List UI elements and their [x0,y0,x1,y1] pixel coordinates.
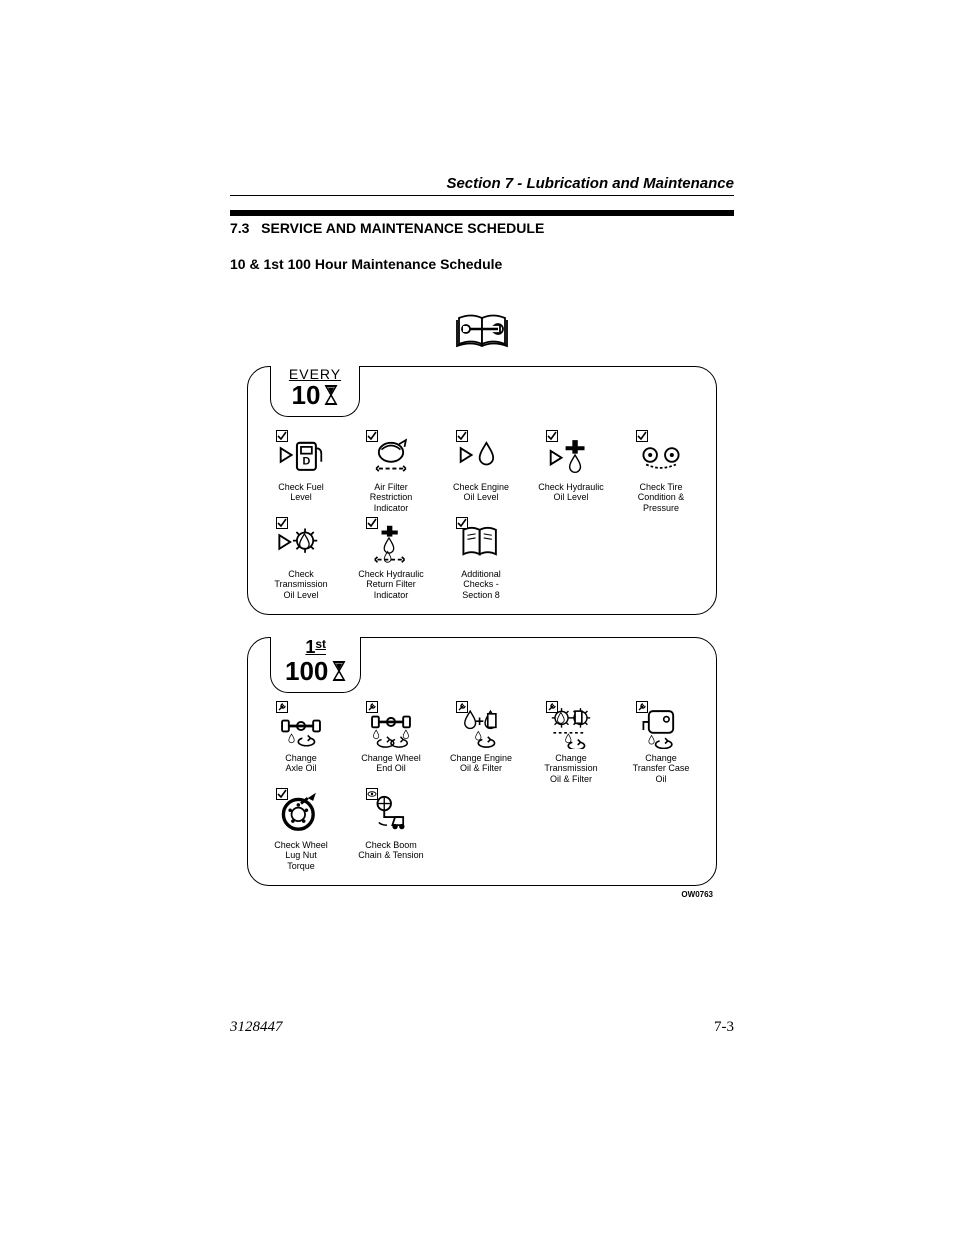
maintenance-item: CheckTransmissionOil Level [256,519,346,600]
wrench-marker-icon [366,701,378,713]
item-label: Change WheelEnd Oil [346,753,436,774]
maintenance-item: Check TireCondition &Pressure [616,432,706,513]
item-label: CheckTransmissionOil Level [256,569,346,600]
item-icon-box [368,703,414,749]
tab-number-10: 10 [292,382,321,408]
wrench-marker-icon [636,701,648,713]
maintenance-item: Air FilterRestrictionIndicator [346,432,436,513]
page-number: 7-3 [714,1019,734,1036]
figure-reference: OW0763 [247,890,717,899]
heading-title: SERVICE AND MAINTENANCE SCHEDULE [261,220,544,236]
schedule-group-every-10: EVERY 10 Check FuelLevelAir FilterRestri… [247,366,717,615]
maintenance-item: Check FuelLevel [256,432,346,513]
section-heading: 7.3 SERVICE AND MAINTENANCE SCHEDULE [230,210,734,236]
maintenance-item: Check EngineOil Level [436,432,526,513]
item-icon-box [458,519,504,565]
item-icon-box [368,790,414,836]
maintenance-item: Change EngineOil & Filter [436,703,526,784]
maintenance-item: Check BoomChain & Tension [346,790,436,871]
item-icon-box [278,790,324,836]
tab-number-100: 100 [285,658,328,684]
sub-heading: 10 & 1st 100 Hour Maintenance Schedule [230,256,734,272]
item-label: Check TireCondition &Pressure [616,482,706,513]
item-icon-box [548,432,594,478]
group-tab-every-10: EVERY 10 [270,366,360,417]
item-label: AdditionalChecks -Section 8 [436,569,526,600]
tab-1st-num: 1 [305,637,315,657]
item-icon-box [458,703,504,749]
document-number: 3128447 [230,1019,283,1036]
item-icon-box [278,703,324,749]
group2-items: ChangeAxle OilChange WheelEnd OilChange … [256,703,708,877]
item-label: Air FilterRestrictionIndicator [346,482,436,513]
item-icon-box [458,432,504,478]
maintenance-item: Check WheelLug NutTorque [256,790,346,871]
maintenance-diagram: EVERY 10 Check FuelLevelAir FilterRestri… [247,312,717,899]
item-label: Check HydraulicOil Level [526,482,616,503]
eye-marker-icon [366,788,378,800]
wrench-marker-icon [456,701,468,713]
check-marker-icon [456,430,468,442]
group1-items: Check FuelLevelAir FilterRestrictionIndi… [256,432,708,606]
item-icon-box [638,703,684,749]
item-icon-box [278,519,324,565]
maintenance-item: Change WheelEnd Oil [346,703,436,784]
hourglass-icon [332,661,346,681]
check-marker-icon [276,788,288,800]
item-icon-box [368,519,414,565]
item-label: Check HydraulicReturn FilterIndicator [346,569,436,600]
maintenance-item: ChangeTransfer CaseOil [616,703,706,784]
check-marker-icon [276,430,288,442]
wrench-marker-icon [546,701,558,713]
page: Section 7 - Lubrication and Maintenance … [0,0,954,1076]
check-marker-icon [366,430,378,442]
item-label: Check EngineOil Level [436,482,526,503]
service-manual-icon [455,312,509,348]
item-label: ChangeTransmissionOil & Filter [526,753,616,784]
maintenance-item: ChangeTransmissionOil & Filter [526,703,616,784]
item-icon-box [548,703,594,749]
item-label: ChangeTransfer CaseOil [616,753,706,784]
check-marker-icon [636,430,648,442]
item-icon-box [368,432,414,478]
heading-number: 7.3 [230,220,249,236]
item-icon-box [638,432,684,478]
check-marker-icon [546,430,558,442]
maintenance-item: ChangeAxle Oil [256,703,346,784]
item-icon-box [278,432,324,478]
hourglass-icon [324,385,338,405]
maintenance-item: Check HydraulicOil Level [526,432,616,513]
item-label: Change EngineOil & Filter [436,753,526,774]
running-header: Section 7 - Lubrication and Maintenance [230,175,734,196]
item-label: Check FuelLevel [256,482,346,503]
tab-1st-suffix: st [315,637,326,651]
check-marker-icon [456,517,468,529]
item-label: Check BoomChain & Tension [346,840,436,861]
wrench-marker-icon [276,701,288,713]
schedule-group-1st-100: 1st 100 ChangeAxle OilChange WheelEnd Oi… [247,637,717,886]
group-tab-1st-100: 1st 100 [270,637,361,693]
check-marker-icon [276,517,288,529]
page-footer: 3128447 7-3 [230,1019,734,1036]
item-label: ChangeAxle Oil [256,753,346,774]
item-label: Check WheelLug NutTorque [256,840,346,871]
maintenance-item: Check HydraulicReturn FilterIndicator [346,519,436,600]
maintenance-item: AdditionalChecks -Section 8 [436,519,526,600]
check-marker-icon [366,517,378,529]
